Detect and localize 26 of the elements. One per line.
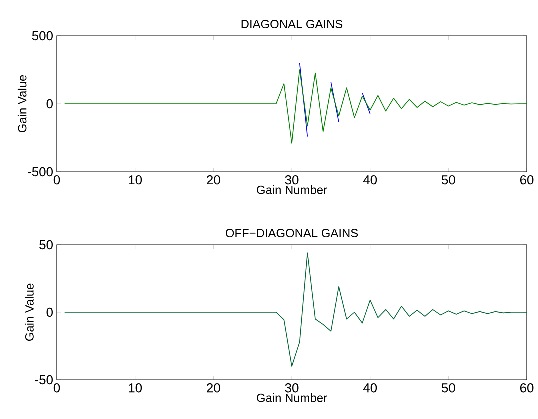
y-tick-label: 500 bbox=[32, 31, 53, 41]
x-axis-title: Gain Number bbox=[257, 394, 328, 402]
x-tick-label: 20 bbox=[207, 384, 220, 393]
x-tick-label: 30 bbox=[285, 176, 299, 185]
x-tick-label: 60 bbox=[520, 176, 534, 185]
x-tick-label: 50 bbox=[442, 384, 456, 393]
x-tick-label: 40 bbox=[363, 384, 378, 393]
y-tick-label: 50 bbox=[40, 240, 53, 250]
y-axis-title: Gain Value bbox=[25, 284, 34, 342]
x-tick-label: 30 bbox=[285, 384, 299, 393]
chart-title: DIAGONAL GAINS bbox=[242, 20, 343, 28]
chart-title: OFF−DIAGONAL GAINS bbox=[226, 229, 358, 238]
y-tick-label: -50 bbox=[35, 375, 53, 385]
x-tick-label: 60 bbox=[520, 384, 534, 393]
y-tick-label: 0 bbox=[46, 308, 53, 318]
x-tick-label: 20 bbox=[207, 176, 220, 185]
x-axis-title: Gain Number bbox=[257, 186, 328, 194]
y-axis-title: Gain Value bbox=[18, 75, 27, 133]
y-tick-label: 0 bbox=[46, 99, 53, 109]
x-tick-label: 50 bbox=[442, 176, 456, 185]
x-tick-label: 0 bbox=[54, 176, 60, 185]
x-tick-label: 40 bbox=[363, 176, 378, 185]
x-tick-label: 0 bbox=[54, 384, 60, 393]
y-tick-label: -500 bbox=[28, 167, 53, 177]
x-tick-label: 10 bbox=[129, 384, 142, 393]
x-tick-label: 10 bbox=[129, 176, 142, 185]
